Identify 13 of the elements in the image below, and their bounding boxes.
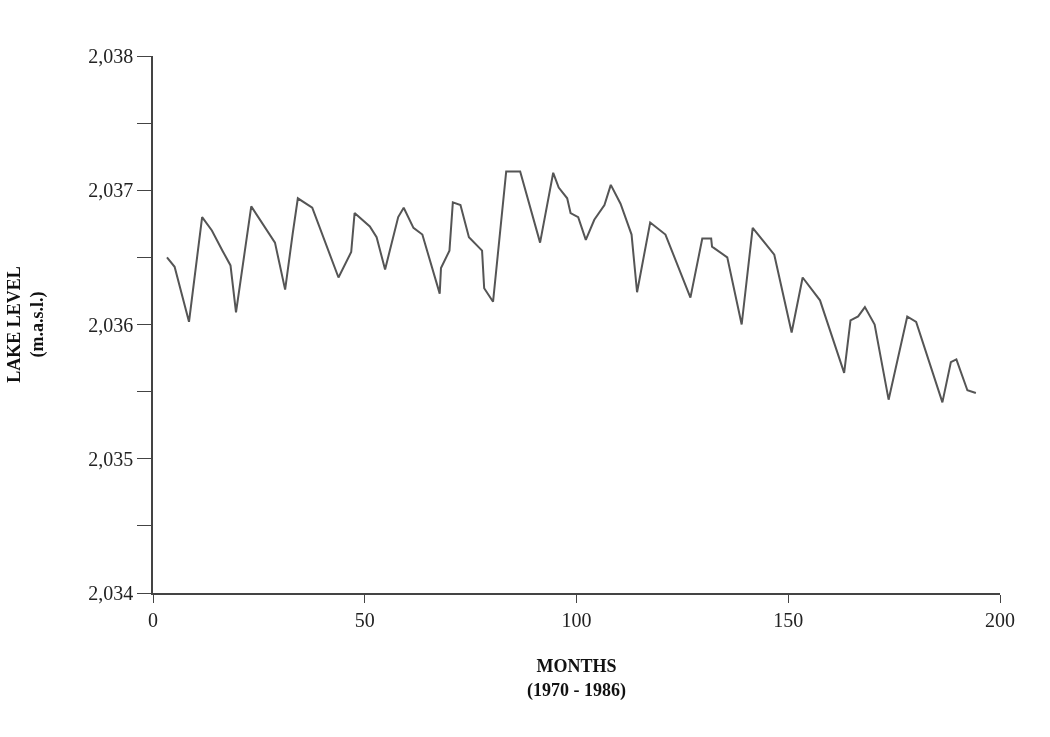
y-tick-label: 2,036 — [88, 313, 134, 336]
y-tick-label: 2,038 — [88, 45, 134, 67]
x-tick-label: 0 — [148, 608, 158, 631]
x-tick-label: 50 — [354, 608, 375, 631]
x-tick-label: 150 — [773, 608, 804, 631]
x-axis-title: MONTHS (1970 - 1986) — [527, 656, 626, 701]
y-tick-label: 2,037 — [88, 179, 134, 202]
line-series — [165, 170, 977, 404]
y-tick-label: 2,034 — [88, 582, 134, 604]
x-tick-label: 200 — [985, 608, 1015, 631]
y-axis-title: LAKE LEVEL (m.a.s.l.) — [3, 266, 48, 383]
x-tick-label: 100 — [561, 608, 592, 631]
y-tick-label: 2,035 — [88, 447, 134, 470]
